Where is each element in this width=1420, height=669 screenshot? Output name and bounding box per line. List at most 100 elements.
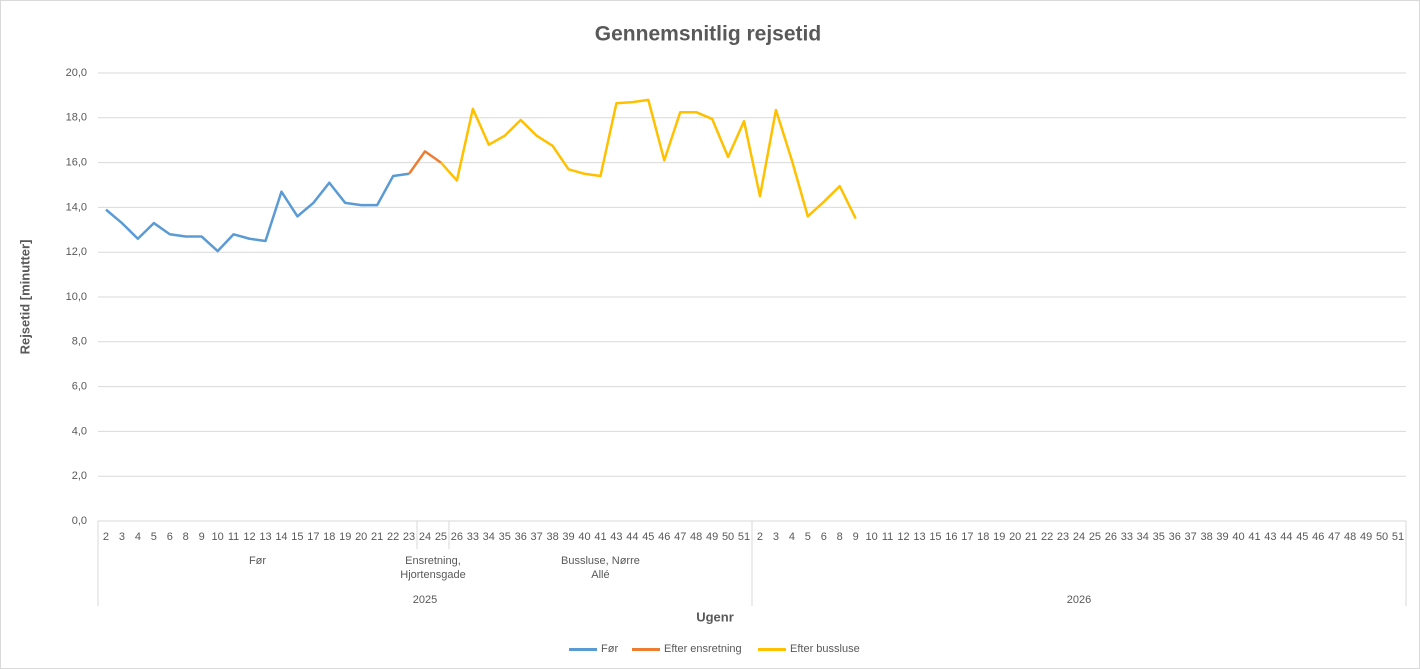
x-tick-label: 38 [1200, 531, 1212, 543]
x-tick-label: 37 [531, 531, 543, 543]
x-tick-label: 5 [805, 531, 811, 543]
x-tick-label: 39 [562, 531, 574, 543]
x-tick-label: 44 [626, 531, 638, 543]
x-tick-label: 50 [722, 531, 734, 543]
x-tick-label: 33 [1121, 531, 1133, 543]
x-tick-label: 46 [658, 531, 670, 543]
y-tick-label: 14,0 [66, 201, 87, 213]
y-tick-label: 6,0 [72, 381, 87, 393]
x-tick-label: 25 [435, 531, 447, 543]
x-tick-label: 47 [1328, 531, 1340, 543]
x-tick-label: 35 [1153, 531, 1165, 543]
legend-label: Efter ensretning [664, 643, 742, 655]
legend-item: Efter bussluse [758, 643, 860, 655]
x-tick-label: 36 [1169, 531, 1181, 543]
x-tick-label: 41 [1248, 531, 1260, 543]
x-tick-label: 51 [1392, 531, 1404, 543]
x-tick-label: 40 [578, 531, 590, 543]
x-tick-label: 15 [291, 531, 303, 543]
y-axis-title: Rejsetid [minutter] [17, 240, 32, 355]
x-tick-label: 43 [610, 531, 622, 543]
x-tick-label: 44 [1280, 531, 1292, 543]
x-tick-label: 34 [1137, 531, 1149, 543]
x-tick-label: 9 [199, 531, 205, 543]
x-tick-label: 24 [419, 531, 431, 543]
x-tick-label: 46 [1312, 531, 1324, 543]
x-tick-label: 48 [1344, 531, 1356, 543]
legend-label: Efter bussluse [790, 643, 860, 655]
x-tick-label: 41 [594, 531, 606, 543]
x-tick-label: 4 [789, 531, 795, 543]
x-tick-label: 26 [451, 531, 463, 543]
year-label: 2026 [1067, 594, 1091, 606]
x-tick-label: 11 [882, 531, 893, 543]
x-tick-label: 35 [499, 531, 511, 543]
x-tick-label: 16 [945, 531, 957, 543]
x-tick-label: 3 [773, 531, 779, 543]
legend-swatch [758, 647, 786, 651]
x-tick-label: 33 [467, 531, 479, 543]
legend-swatch [632, 647, 660, 651]
x-tick-label: 36 [515, 531, 527, 543]
x-tick-label: 26 [1105, 531, 1117, 543]
x-tick-label: 10 [212, 531, 224, 543]
x-tick-label: 49 [1360, 531, 1372, 543]
y-tick-label: 16,0 [66, 157, 87, 169]
x-tick-label: 15 [929, 531, 941, 543]
x-tick-label: 50 [1376, 531, 1388, 543]
x-tick-label: 20 [1009, 531, 1021, 543]
x-tick-label: 45 [1296, 531, 1308, 543]
x-tick-label: 48 [690, 531, 702, 543]
x-tick-label: 12 [243, 531, 255, 543]
x-tick-label: 19 [339, 531, 351, 543]
x-tick-label: 20 [355, 531, 367, 543]
x-tick-label: 17 [307, 531, 319, 543]
y-tick-label: 0,0 [72, 515, 87, 527]
y-tick-label: 10,0 [66, 291, 87, 303]
x-tick-label: 9 [853, 531, 859, 543]
x-tick-label: 23 [1057, 531, 1069, 543]
x-tick-label: 13 [913, 531, 925, 543]
x-tick-label: 6 [821, 531, 827, 543]
series-line [105, 172, 410, 253]
x-tick-label: 24 [1073, 531, 1085, 543]
y-tick-label: 18,0 [66, 112, 87, 124]
x-tick-label: 39 [1216, 531, 1228, 543]
group-label: Bussluse, Nørre Allé [561, 555, 640, 581]
x-tick-label: 47 [674, 531, 686, 543]
y-tick-label: 2,0 [72, 470, 87, 482]
group-label: Før [248, 555, 267, 567]
x-tick-label: 11 [228, 531, 239, 543]
legend-label: Før [601, 643, 619, 655]
x-tick-label: 8 [837, 531, 843, 543]
x-tick-label: 2 [757, 531, 763, 543]
chart-title: Gennemsnitlig rejsetid [595, 23, 821, 46]
legend-swatch [569, 647, 597, 651]
series-line [408, 150, 442, 175]
year-label: 2025 [413, 594, 437, 606]
x-tick-label: 6 [167, 531, 173, 543]
x-tick-label: 18 [977, 531, 989, 543]
group-label: Ensretning, Hjortensgade [400, 555, 466, 581]
x-tick-label: 51 [738, 531, 750, 543]
x-tick-label: 21 [1025, 531, 1037, 543]
legend-item: Efter ensretning [632, 643, 742, 655]
y-tick-label: 4,0 [72, 425, 87, 437]
y-tick-label: 8,0 [72, 336, 87, 348]
y-tick-label: 12,0 [66, 246, 87, 258]
x-tick-label: 34 [483, 531, 495, 543]
x-tick-label: 8 [183, 531, 189, 543]
x-tick-label: 18 [323, 531, 335, 543]
x-tick-label: 21 [371, 531, 383, 543]
x-tick-label: 25 [1089, 531, 1101, 543]
x-tick-label: 5 [151, 531, 157, 543]
x-tick-label: 37 [1185, 531, 1197, 543]
series-line [440, 98, 857, 220]
x-tick-label: 43 [1264, 531, 1276, 543]
x-tick-label: 22 [1041, 531, 1053, 543]
x-tick-label: 49 [706, 531, 718, 543]
x-tick-label: 2 [103, 531, 109, 543]
legend-item: Før [569, 643, 618, 655]
